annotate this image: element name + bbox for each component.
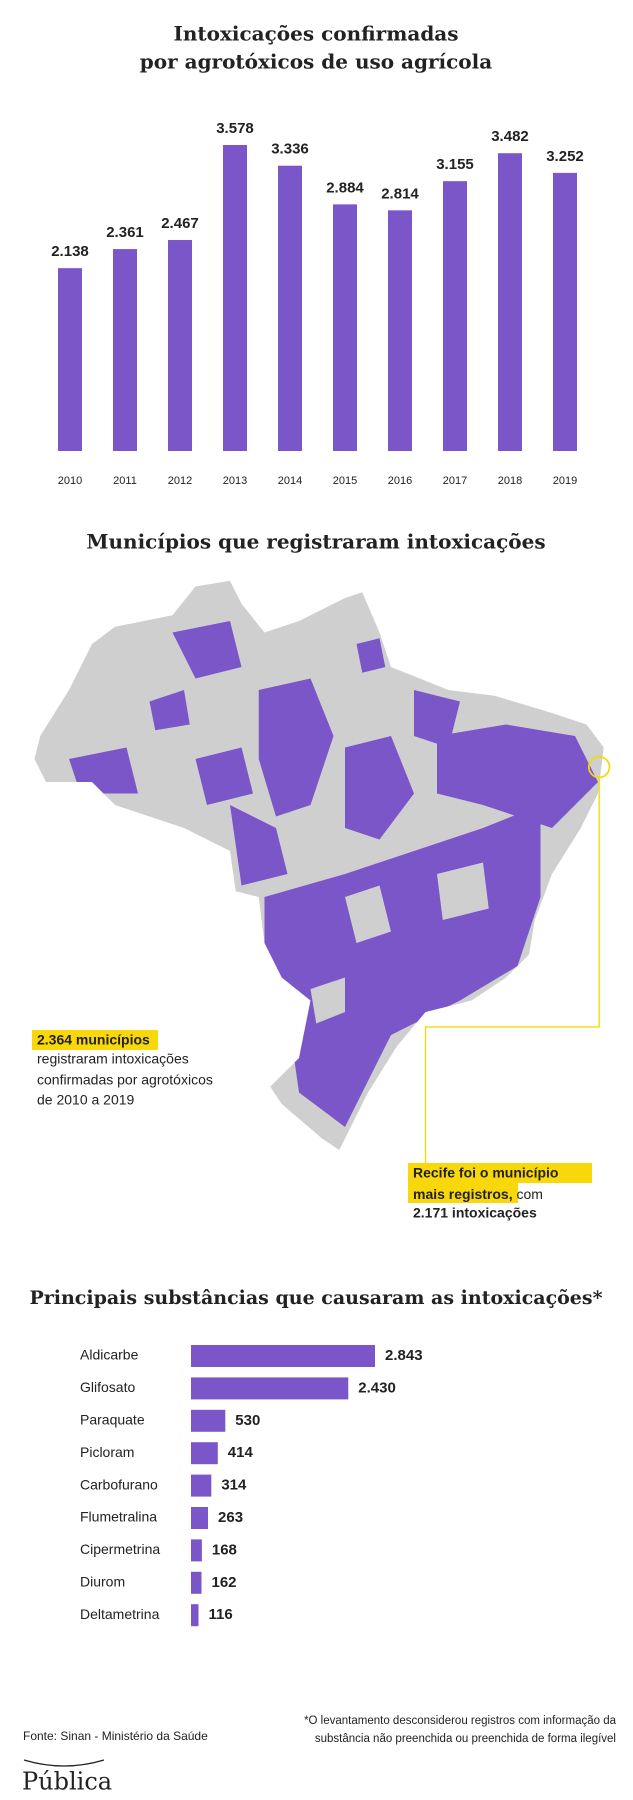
recife-count: 2.171 intoxicações [413, 1205, 537, 1221]
bar [191, 1409, 226, 1432]
bar [333, 204, 357, 451]
y-tick-label: Carbofurano [80, 1476, 158, 1492]
bar [191, 1571, 202, 1594]
y-tick-label: Paraquate [80, 1412, 145, 1428]
logo-mark [23, 1759, 105, 1767]
highlight [408, 1163, 592, 1183]
highlight [32, 1030, 158, 1050]
bar [191, 1604, 199, 1627]
map-note-line: de 2010 a 2019 [37, 1092, 135, 1108]
bar [113, 249, 137, 451]
footnote: substância não preenchida ou preenchida … [315, 1733, 616, 1745]
bar [191, 1442, 218, 1465]
x-tick-label: 2016 [388, 475, 412, 487]
value-label: 2.843 [385, 1347, 423, 1364]
value-label: 530 [235, 1412, 260, 1429]
value-label: 2.467 [161, 215, 199, 232]
x-tick-label: 2019 [553, 475, 577, 487]
recife-note: Recife foi o município [413, 1165, 558, 1181]
bar [223, 145, 247, 451]
value-label: 263 [218, 1509, 243, 1526]
value-label: 2.361 [106, 224, 144, 241]
value-label: 3.482 [491, 128, 529, 145]
y-tick-label: Cipermetrina [80, 1541, 160, 1557]
bar [388, 210, 412, 451]
y-tick-label: Picloram [80, 1444, 134, 1460]
bar [498, 153, 522, 451]
bar-chart: Intoxicações confirmadas por agrotóxicos … [51, 22, 584, 487]
bar [191, 1345, 375, 1367]
map-title: Municípios que registraram intoxicações [86, 530, 545, 554]
x-tick-label: 2018 [498, 475, 522, 487]
value-label: 3.155 [436, 156, 474, 173]
recife-note: com [517, 1186, 543, 1202]
x-tick-label: 2012 [168, 475, 192, 487]
value-label: 2.138 [51, 243, 89, 260]
value-label: 162 [211, 1574, 236, 1591]
value-label: 2.884 [326, 179, 364, 196]
value-label: 3.252 [546, 148, 584, 165]
bar [58, 268, 82, 451]
y-tick-label: Flumetralina [80, 1509, 157, 1525]
value-label: 116 [209, 1606, 233, 1623]
value-label: 168 [212, 1541, 237, 1558]
map-note-line: registraram intoxicações [37, 1051, 189, 1067]
chart-title: por agrotóxicos de uso agrícola [140, 50, 492, 74]
y-tick-label: Aldicarbe [80, 1347, 139, 1363]
chart-title: Intoxicações confirmadas [173, 22, 458, 46]
value-label: 414 [228, 1444, 254, 1461]
x-tick-label: 2014 [278, 475, 302, 487]
value-label: 2.814 [381, 185, 419, 202]
x-tick-label: 2015 [333, 475, 357, 487]
x-tick-label: 2013 [223, 475, 247, 487]
bar [443, 181, 467, 451]
map-note-highlight: 2.364 municípios [37, 1032, 150, 1048]
hbar-chart: Principais substâncias que causaram as i… [29, 1287, 603, 1627]
y-tick-label: Deltametrina [80, 1606, 160, 1622]
x-tick-label: 2010 [58, 475, 82, 487]
bar [191, 1377, 349, 1400]
bar [191, 1474, 212, 1497]
bar [191, 1539, 202, 1562]
x-tick-label: 2011 [113, 475, 137, 487]
highlight [408, 1183, 518, 1203]
footnote: *O levantamento desconsiderou registros … [304, 1715, 617, 1727]
value-label: 3.336 [271, 141, 309, 158]
y-tick-label: Diurom [80, 1574, 125, 1590]
bar [191, 1507, 209, 1529]
value-label: 3.578 [216, 120, 254, 137]
bar [553, 172, 577, 452]
value-label: 314 [221, 1477, 247, 1494]
map-note-line: confirmadas por agrotóxicos [37, 1072, 213, 1088]
recife-note: mais registros, com [413, 1186, 543, 1202]
recife-note: mais registros, [413, 1186, 513, 1202]
x-tick-label: 2017 [443, 475, 467, 487]
value-label: 2.430 [358, 1379, 396, 1396]
bar [168, 240, 192, 451]
chart-title: Principais substâncias que causaram as i… [29, 1287, 602, 1309]
y-tick-label: Glifosato [80, 1379, 135, 1395]
logo: Pública [22, 1768, 112, 1796]
source: Fonte: Sinan - Ministério da Saúde [23, 1729, 208, 1743]
bar [278, 165, 302, 451]
